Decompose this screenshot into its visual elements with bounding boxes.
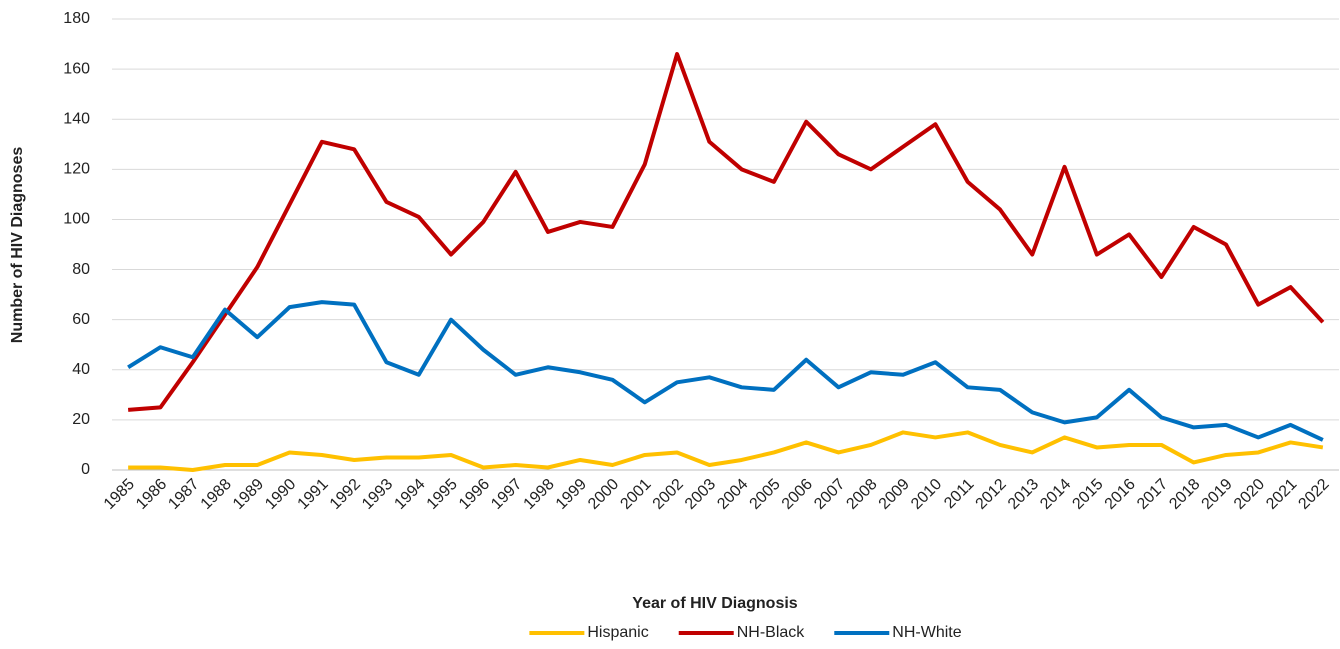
- x-tick-label: 2009: [876, 476, 913, 513]
- x-tick-label: 2015: [1069, 476, 1106, 513]
- x-axis-title: Year of HIV Diagnosis: [632, 595, 797, 612]
- x-tick-label: 1994: [391, 476, 428, 513]
- x-tick-label: 2021: [1263, 476, 1300, 513]
- x-tick-label: 1988: [198, 476, 235, 513]
- y-tick-label: 180: [63, 10, 90, 27]
- y-tick-label: 100: [63, 211, 90, 228]
- y-tick-label: 60: [72, 311, 90, 328]
- y-tick-label: 160: [63, 60, 90, 77]
- x-tick-label: 2000: [585, 476, 622, 513]
- x-tick-label: 2003: [682, 476, 719, 513]
- x-tick-label: 2012: [973, 476, 1010, 513]
- x-tick-label: 1992: [327, 476, 364, 513]
- x-tick-label: 2006: [779, 476, 816, 513]
- legend-label: NH-Black: [737, 624, 806, 641]
- x-tick-label: 2010: [908, 476, 945, 513]
- x-tick-label: 2013: [1005, 476, 1042, 513]
- x-tick-label: 1989: [230, 476, 267, 513]
- x-tick-label: 2004: [714, 476, 751, 513]
- x-tick-label: 1987: [165, 476, 202, 513]
- y-tick-label: 40: [72, 361, 90, 378]
- y-tick-label: 0: [81, 461, 90, 478]
- x-tick-label: 2022: [1295, 476, 1332, 513]
- x-tick-label: 1999: [553, 476, 590, 513]
- y-axis-title: Number of HIV Diagnoses: [9, 147, 26, 344]
- x-tick-label: 1995: [424, 476, 461, 513]
- series-line: [127, 52, 1325, 412]
- x-tick-label: 2017: [1134, 476, 1171, 513]
- x-tick-label: 2018: [1166, 476, 1203, 513]
- x-tick-label: 1993: [359, 476, 396, 513]
- y-tick-label: 80: [72, 261, 90, 278]
- x-tick-label: 2008: [843, 476, 880, 513]
- x-tick-label: 2005: [747, 476, 784, 513]
- x-tick-label: 2016: [1102, 476, 1139, 513]
- x-tick-label: 1996: [456, 476, 493, 513]
- x-tick-label: 2014: [1037, 476, 1074, 513]
- series-line: [127, 300, 1324, 442]
- y-tick-label: 140: [63, 110, 90, 127]
- y-tick-label: 120: [63, 161, 90, 178]
- x-tick-label: 1990: [262, 476, 299, 513]
- x-tick-label: 2002: [650, 476, 687, 513]
- x-tick-label: 1985: [101, 476, 138, 513]
- x-tick-label: 2011: [941, 476, 977, 512]
- x-tick-label: 1991: [295, 476, 332, 513]
- x-tick-label: 1998: [521, 476, 558, 513]
- x-tick-label: 1997: [488, 476, 525, 513]
- legend-label: NH-White: [892, 624, 961, 641]
- x-tick-label: 2007: [811, 476, 848, 513]
- y-tick-label: 20: [72, 411, 90, 428]
- x-tick-label: 2020: [1231, 476, 1268, 513]
- x-tick-label: 1986: [133, 476, 170, 513]
- legend-label: Hispanic: [587, 624, 648, 641]
- series-line: [128, 430, 1324, 472]
- x-tick-label: 2019: [1199, 476, 1236, 513]
- x-tick-label: 2001: [617, 476, 654, 513]
